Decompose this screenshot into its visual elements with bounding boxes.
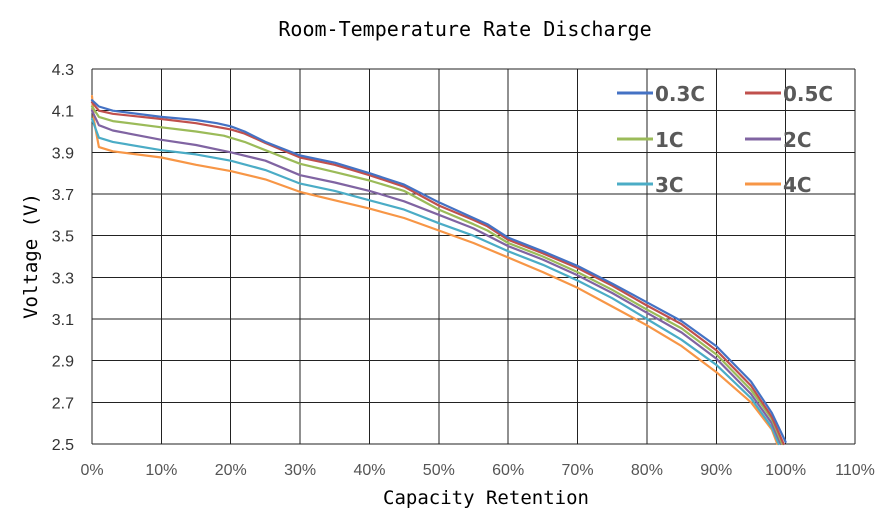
chart-title: Room-Temperature Rate Discharge <box>278 17 651 41</box>
x-tick-label: 110% <box>835 462 875 479</box>
x-tick-label: 30% <box>284 462 316 479</box>
x-tick-label: 10% <box>145 462 177 479</box>
y-tick-label: 3.7 <box>52 187 74 204</box>
series-line-0.3C <box>90 99 787 443</box>
x-tick-label: 60% <box>492 462 524 479</box>
y-tick-label: 2.7 <box>52 395 74 412</box>
y-tick-label: 3.9 <box>52 145 74 162</box>
x-tick-label: 80% <box>631 462 663 479</box>
series-line-1C <box>90 105 784 446</box>
legend-label-1C: 1C <box>655 128 684 152</box>
legend-label-3C: 3C <box>655 173 684 197</box>
series-line-2C <box>90 109 782 446</box>
legend-label-0.3C: 0.3C <box>655 82 705 106</box>
y-tick-label: 4.1 <box>52 104 74 121</box>
legend: 0.3C 0.5C 1C 2C 3C 4C <box>617 82 833 197</box>
series-line-3C <box>90 117 780 446</box>
legend-label-2C: 2C <box>783 128 812 152</box>
x-tick-label: 90% <box>700 462 732 479</box>
series-line-0.5C <box>90 101 785 446</box>
x-tick-label: 20% <box>215 462 247 479</box>
legend-label-0.5C: 0.5C <box>783 82 833 106</box>
x-tick-labels: 0% 10% 20% 30% 40% 50% 60% 70% 80% 90% 100% 110% <box>80 462 874 479</box>
legend-label-4C: 4C <box>783 173 812 197</box>
x-tick-label: 40% <box>353 462 385 479</box>
y-axis-label: Voltage (V) <box>20 193 42 319</box>
y-tick-label: 4.3 <box>52 62 74 79</box>
x-tick-label: 0% <box>80 462 103 479</box>
y-tick-label: 3.1 <box>52 312 74 329</box>
x-axis-label: Capacity Retention <box>383 487 589 509</box>
series-line-4C <box>90 95 779 446</box>
y-tick-label: 2.9 <box>52 354 74 371</box>
series-lines <box>90 95 787 446</box>
x-tick-label: 100% <box>765 462 806 479</box>
y-tick-label: 3.3 <box>52 270 74 287</box>
x-tick-label: 70% <box>562 462 594 479</box>
y-tick-label: 2.5 <box>52 437 74 454</box>
x-tick-label: 50% <box>423 462 455 479</box>
y-tick-labels: 2.5 2.7 2.9 3.1 3.3 3.5 3.7 3.9 4.1 4.3 <box>52 62 74 454</box>
y-tick-label: 3.5 <box>52 229 74 246</box>
